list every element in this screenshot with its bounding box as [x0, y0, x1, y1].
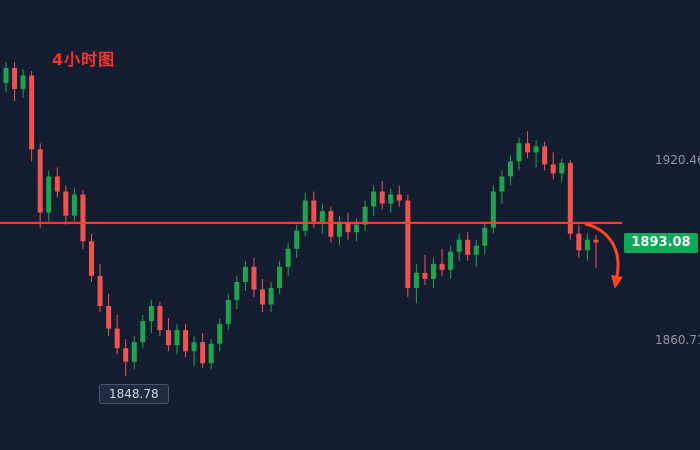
candle — [29, 70, 35, 162]
chart-title: 4小时图 — [52, 50, 116, 69]
candle — [311, 191, 317, 228]
candle — [294, 224, 300, 258]
candle — [593, 235, 599, 269]
candle — [482, 221, 488, 255]
candle — [499, 170, 505, 204]
candle — [123, 339, 129, 376]
candle — [131, 336, 137, 370]
candle — [371, 185, 377, 216]
candle — [106, 293, 112, 337]
candle — [319, 203, 325, 234]
candle — [200, 333, 206, 368]
candle — [439, 248, 445, 276]
candle — [174, 324, 180, 355]
candle — [507, 155, 513, 186]
low-price-badge: 1848.78 — [99, 384, 169, 404]
candle — [567, 159, 573, 240]
candle — [559, 158, 565, 183]
candle — [277, 260, 283, 294]
candle — [525, 131, 531, 159]
candle — [20, 69, 26, 99]
candle — [165, 318, 171, 352]
candle — [542, 141, 548, 171]
candle — [46, 170, 52, 222]
candle — [576, 224, 582, 258]
candle — [97, 263, 103, 313]
candle — [584, 233, 590, 261]
candle — [473, 239, 479, 267]
candle — [217, 318, 223, 352]
candle — [54, 167, 60, 198]
candle — [3, 61, 9, 93]
candle — [465, 232, 471, 261]
candle — [183, 324, 189, 358]
candle — [336, 215, 342, 246]
candle — [148, 299, 154, 334]
candle — [405, 194, 411, 297]
candle — [89, 233, 94, 282]
candle — [379, 180, 385, 210]
candle — [225, 293, 231, 331]
candle — [80, 190, 86, 249]
candle — [345, 212, 351, 240]
candle — [71, 188, 77, 222]
candle — [242, 260, 248, 291]
candle — [157, 301, 163, 337]
candle — [422, 254, 428, 285]
candle — [302, 193, 308, 237]
candle — [448, 245, 454, 279]
candle — [431, 257, 436, 288]
candle — [140, 315, 146, 349]
candle — [396, 185, 402, 207]
candle — [114, 315, 120, 355]
candle — [208, 339, 214, 370]
current-price-badge: 1893.08 — [624, 233, 698, 253]
candle — [550, 152, 556, 180]
candle — [191, 336, 197, 367]
candle — [533, 140, 539, 168]
candle — [12, 61, 18, 102]
candle — [63, 185, 69, 225]
candle — [328, 206, 334, 243]
candle — [456, 233, 462, 261]
candle — [285, 242, 291, 276]
price-axis-label-upper: 1920.46 — [655, 153, 700, 167]
candle — [490, 185, 496, 234]
down-arrow-annotation — [584, 222, 620, 278]
price-axis-label-lower: 1860.71 — [655, 333, 700, 347]
candle — [251, 257, 257, 297]
candle — [516, 137, 522, 171]
candle — [413, 263, 419, 303]
down-arrow-head — [611, 274, 623, 289]
candle — [388, 188, 394, 213]
candle — [37, 143, 43, 228]
candle — [260, 278, 265, 313]
candle — [234, 275, 240, 310]
candle — [362, 200, 368, 231]
candle — [268, 281, 274, 313]
